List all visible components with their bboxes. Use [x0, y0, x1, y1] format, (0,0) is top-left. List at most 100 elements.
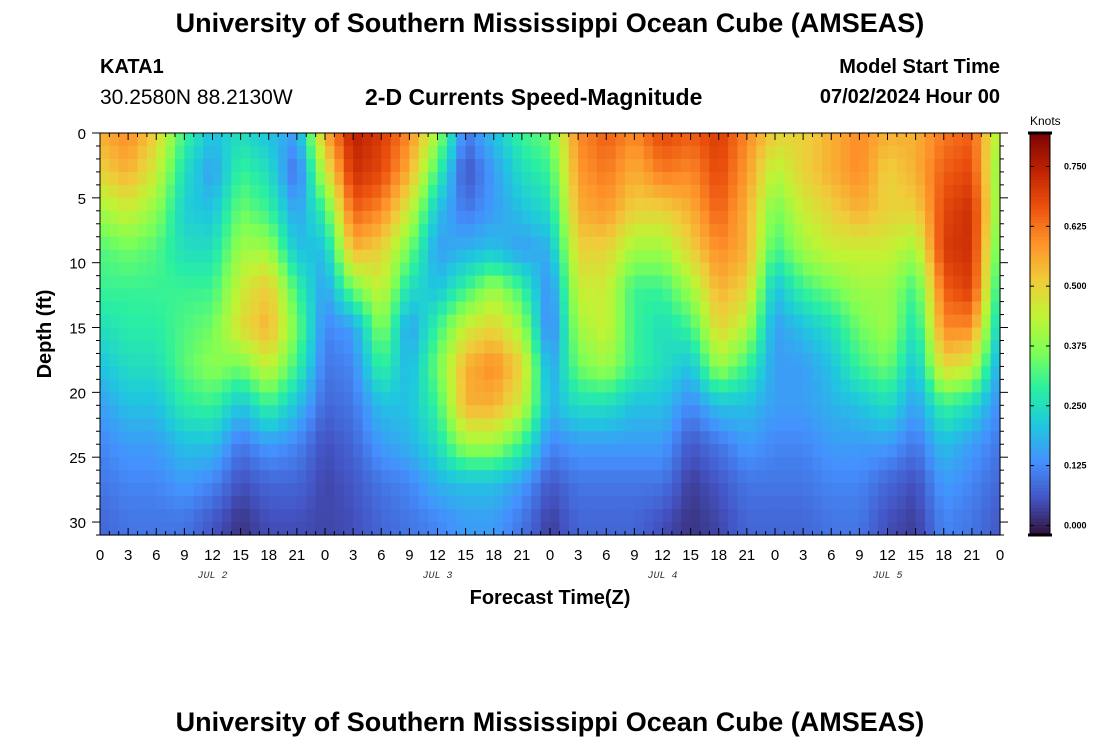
y-tick-label: 5: [78, 191, 86, 208]
heatmap-cell: [662, 418, 673, 432]
heatmap-cell: [409, 392, 420, 406]
heatmap-cell: [559, 210, 570, 225]
heatmap-cell: [681, 483, 692, 497]
heatmap-cell: [578, 522, 589, 536]
heatmap-cell: [531, 158, 542, 173]
heatmap-cell: [718, 418, 729, 432]
heatmap-cell: [193, 470, 204, 484]
heatmap-cell: [128, 379, 139, 393]
heatmap-cell: [662, 145, 673, 160]
heatmap-cell: [100, 496, 110, 510]
heatmap-cell: [756, 405, 767, 419]
heatmap-cell: [306, 249, 317, 264]
heatmap-cell: [756, 483, 767, 497]
heatmap-cell: [587, 392, 598, 406]
heatmap-cell: [840, 392, 851, 406]
heatmap-cell: [587, 184, 598, 199]
heatmap-cell: [175, 366, 185, 380]
heatmap-cell: [803, 366, 814, 380]
heatmap-cell: [465, 457, 476, 471]
heatmap-cell: [925, 184, 935, 199]
heatmap-cell: [521, 249, 532, 264]
heatmap-cell: [671, 171, 682, 186]
heatmap-cell: [484, 210, 495, 225]
heatmap-cell: [512, 470, 523, 484]
heatmap-cell: [446, 340, 457, 355]
heatmap-cell: [700, 392, 710, 406]
heatmap-cell: [353, 133, 364, 147]
heatmap-cell: [484, 262, 495, 277]
heatmap-cell: [615, 327, 626, 342]
heatmap-cell: [615, 236, 626, 251]
colorbar-segment: [1030, 293, 1050, 298]
heatmap-cell: [681, 288, 692, 303]
heatmap-cell: [840, 171, 851, 186]
heatmap-cell: [390, 444, 401, 458]
heatmap-cell: [296, 496, 307, 510]
heatmap-cell: [531, 171, 542, 186]
heatmap-cell: [165, 340, 176, 355]
heatmap-cell: [728, 392, 739, 406]
heatmap-cell: [446, 210, 457, 225]
heatmap-cell: [118, 223, 129, 238]
heatmap-cell: [184, 262, 195, 277]
heatmap-cell: [325, 483, 335, 497]
colorbar-segment: [1030, 370, 1050, 375]
heatmap-cell: [334, 145, 345, 160]
heatmap-cell: [231, 366, 242, 380]
heatmap-cell: [118, 522, 129, 536]
heatmap-cell: [709, 171, 720, 186]
heatmap-cell: [371, 392, 382, 406]
heatmap-cell: [268, 379, 279, 393]
heatmap-cell: [990, 522, 1001, 536]
heatmap-cell: [100, 158, 110, 173]
heatmap-cell: [793, 457, 804, 471]
heatmap-cell: [878, 158, 889, 173]
heatmap-cell: [128, 301, 139, 316]
heatmap-cell: [240, 509, 251, 523]
heatmap-cell: [353, 418, 364, 432]
heatmap-cell: [428, 379, 439, 393]
heatmap-cell: [953, 210, 964, 225]
heatmap-cell: [184, 223, 195, 238]
heatmap-cell: [550, 340, 560, 355]
heatmap-cell: [137, 496, 148, 510]
heatmap-cell: [109, 522, 120, 536]
heatmap-cell: [671, 275, 682, 290]
heatmap-cell: [250, 249, 260, 264]
heatmap-cell: [400, 340, 410, 355]
heatmap-cell: [334, 470, 345, 484]
heatmap-cell: [756, 457, 767, 471]
heatmap-cell: [109, 275, 120, 290]
heatmap-cell: [812, 236, 823, 251]
heatmap-cell: [118, 301, 129, 316]
heatmap-cell: [156, 509, 167, 523]
heatmap-cell: [615, 353, 626, 368]
heatmap-cell: [203, 288, 214, 303]
heatmap-cell: [953, 133, 964, 147]
heatmap-cell: [737, 353, 748, 368]
colorbar-segment: [1030, 344, 1050, 348]
heatmap-cell: [728, 483, 739, 497]
heatmap-cell: [353, 184, 364, 199]
heatmap-cell: [465, 392, 476, 406]
heatmap-cell: [990, 366, 1001, 380]
heatmap-cell: [240, 327, 251, 342]
heatmap-cell: [634, 431, 645, 445]
heatmap-cell: [428, 197, 439, 212]
heatmap-cell: [446, 418, 457, 432]
heatmap-cell: [550, 275, 560, 290]
heatmap-cell: [915, 431, 926, 445]
heatmap-cell: [681, 431, 692, 445]
heatmap-cell: [550, 145, 560, 160]
heatmap-cell: [128, 275, 139, 290]
heatmap-cell: [990, 353, 1001, 368]
heatmap-cell: [962, 366, 973, 380]
heatmap-cell: [259, 496, 270, 510]
heatmap-cell: [493, 171, 504, 186]
heatmap-cell: [118, 184, 129, 199]
heatmap-cell: [728, 496, 739, 510]
heatmap-cell: [521, 145, 532, 160]
heatmap-cell: [287, 145, 298, 160]
heatmap-cell: [540, 288, 551, 303]
